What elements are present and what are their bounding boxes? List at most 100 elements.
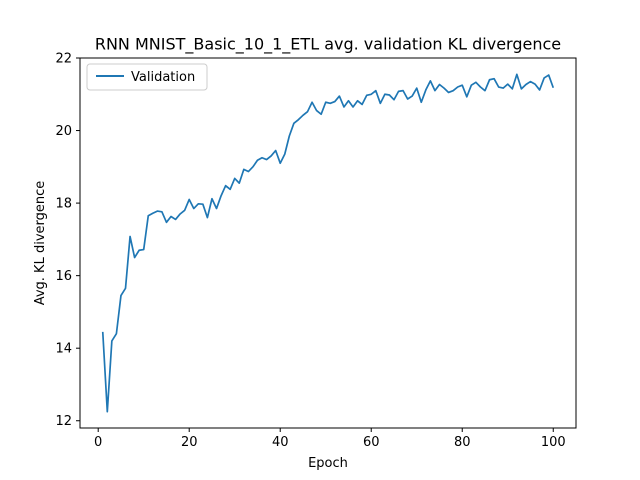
x-tick-label: 80 bbox=[454, 435, 471, 450]
data-point bbox=[412, 95, 413, 96]
data-point bbox=[516, 74, 517, 75]
data-point bbox=[289, 135, 290, 136]
data-point bbox=[462, 85, 463, 86]
data-point bbox=[439, 84, 440, 85]
legend-box bbox=[86, 63, 208, 91]
data-point bbox=[280, 163, 281, 164]
x-tick-label: 60 bbox=[363, 435, 380, 450]
data-point bbox=[402, 90, 403, 91]
data-point bbox=[261, 157, 262, 158]
y-tick-label: 20 bbox=[55, 124, 72, 139]
data-point bbox=[239, 183, 240, 184]
data-point bbox=[230, 189, 231, 190]
legend: Validation bbox=[86, 63, 208, 91]
data-point bbox=[102, 331, 103, 332]
data-point bbox=[202, 204, 203, 205]
data-point bbox=[120, 295, 121, 296]
data-point bbox=[425, 89, 426, 90]
data-point bbox=[407, 98, 408, 99]
data-point bbox=[284, 154, 285, 155]
data-point bbox=[166, 222, 167, 223]
x-tick-label: 20 bbox=[181, 435, 198, 450]
data-point bbox=[216, 208, 217, 209]
data-point bbox=[389, 94, 390, 95]
data-point bbox=[125, 288, 126, 289]
y-axis-ticks: 12 14 16 18 20 22 bbox=[55, 52, 80, 429]
data-point bbox=[366, 95, 367, 96]
legend-label-validation: Validation bbox=[131, 70, 195, 85]
data-point bbox=[371, 94, 372, 95]
y-tick-label: 22 bbox=[55, 52, 72, 67]
data-point bbox=[553, 87, 554, 88]
y-axis-label: Avg. KL divergence bbox=[33, 181, 48, 306]
data-point bbox=[380, 103, 381, 104]
data-point bbox=[421, 102, 422, 103]
data-point bbox=[134, 257, 135, 258]
data-point bbox=[148, 215, 149, 216]
data-point bbox=[493, 78, 494, 79]
data-point bbox=[275, 150, 276, 151]
data-point bbox=[453, 90, 454, 91]
data-point bbox=[534, 84, 535, 85]
data-point bbox=[466, 96, 467, 97]
data-point bbox=[302, 115, 303, 116]
data-point bbox=[257, 160, 258, 161]
x-axis-ticks: 0 20 40 60 80 100 bbox=[94, 428, 566, 450]
x-tick-label: 40 bbox=[272, 435, 289, 450]
data-point bbox=[139, 250, 140, 251]
plot-frame bbox=[79, 57, 577, 429]
data-point bbox=[443, 88, 444, 89]
data-point bbox=[498, 86, 499, 87]
data-point bbox=[480, 86, 481, 87]
y-tick-label: 14 bbox=[55, 342, 72, 357]
data-point bbox=[471, 85, 472, 86]
data-point bbox=[339, 95, 340, 96]
data-point bbox=[525, 84, 526, 85]
data-point bbox=[211, 198, 212, 199]
data-point bbox=[448, 92, 449, 93]
data-point bbox=[416, 88, 417, 89]
data-point bbox=[152, 213, 153, 214]
data-point bbox=[530, 81, 531, 82]
data-point bbox=[143, 249, 144, 250]
data-point bbox=[184, 210, 185, 211]
data-point bbox=[271, 155, 272, 156]
data-point bbox=[307, 111, 308, 112]
data-point bbox=[430, 80, 431, 81]
data-point bbox=[189, 199, 190, 200]
data-point bbox=[225, 185, 226, 186]
data-point bbox=[325, 102, 326, 103]
data-point bbox=[243, 169, 244, 170]
data-point bbox=[180, 213, 181, 214]
data-point bbox=[198, 203, 199, 204]
data-point bbox=[475, 82, 476, 83]
y-tick-label: 12 bbox=[55, 414, 72, 429]
x-tick-label: 100 bbox=[541, 435, 566, 450]
series-layer bbox=[101, 73, 555, 413]
data-point bbox=[393, 99, 394, 100]
data-point bbox=[330, 103, 331, 104]
data-point bbox=[252, 166, 253, 167]
data-point bbox=[489, 79, 490, 80]
data-point bbox=[298, 119, 299, 120]
data-point bbox=[521, 88, 522, 89]
data-point bbox=[539, 89, 540, 90]
data-point bbox=[375, 90, 376, 91]
data-point bbox=[207, 217, 208, 218]
data-point bbox=[362, 104, 363, 105]
data-point bbox=[170, 216, 171, 217]
data-point bbox=[334, 101, 335, 102]
data-point bbox=[161, 211, 162, 212]
data-point bbox=[348, 100, 349, 101]
data-point bbox=[384, 94, 385, 95]
data-point bbox=[484, 90, 485, 91]
data-point bbox=[157, 210, 158, 211]
y-tick-label: 16 bbox=[55, 269, 72, 284]
data-point bbox=[293, 123, 294, 124]
data-point bbox=[321, 114, 322, 115]
data-point bbox=[457, 86, 458, 87]
data-point bbox=[220, 195, 221, 196]
data-point bbox=[316, 110, 317, 111]
data-point bbox=[116, 333, 117, 334]
